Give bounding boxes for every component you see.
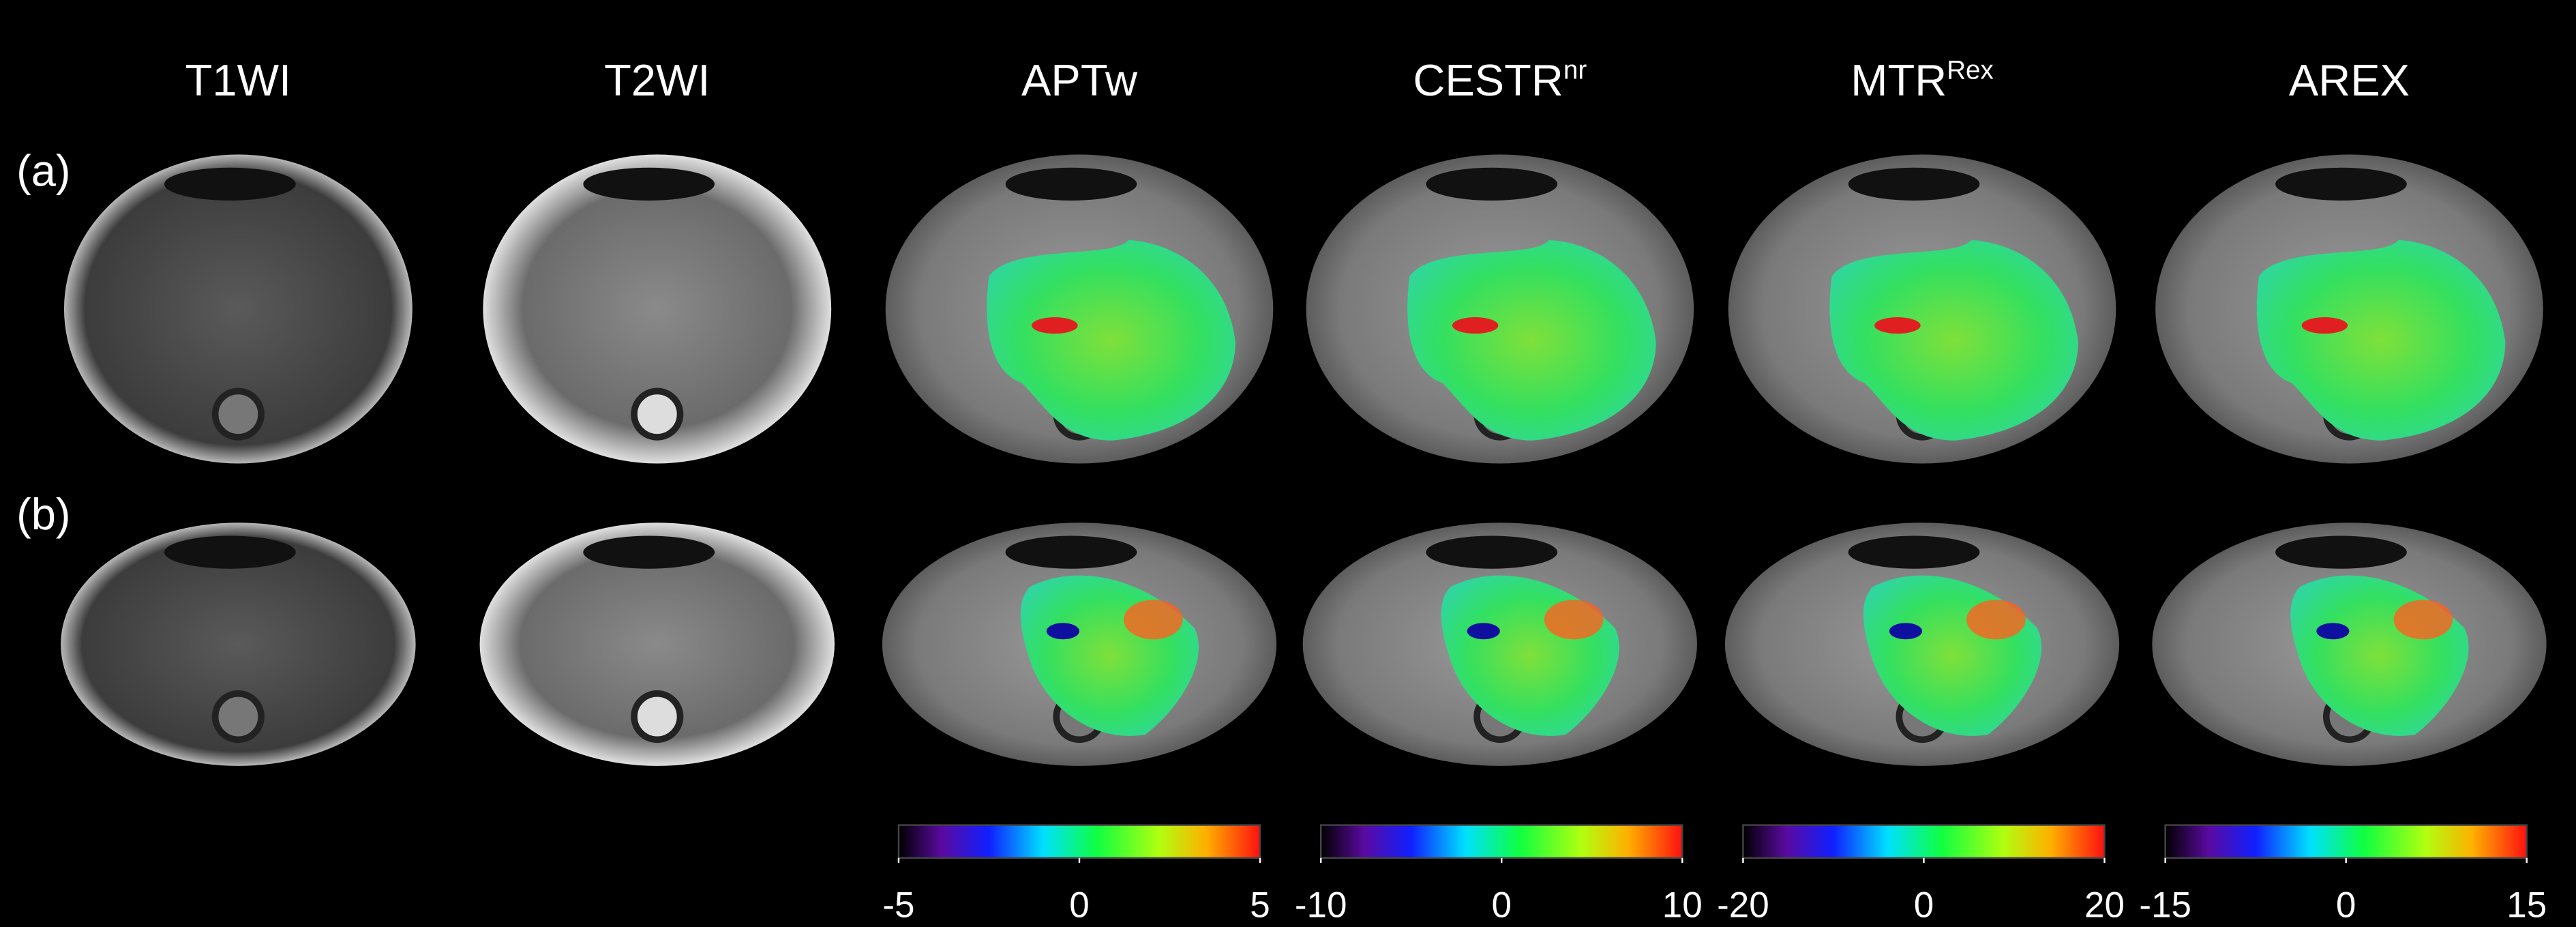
body-outline (479, 523, 835, 766)
air-pocket (1005, 535, 1137, 569)
air-pocket (164, 167, 296, 201)
tick-label: 15 (2506, 885, 2547, 926)
hot-spot (1544, 600, 1604, 640)
scan (483, 154, 832, 464)
title-text: T1WI (185, 55, 291, 105)
scan (882, 523, 1277, 766)
scan (1306, 154, 1694, 464)
air-pocket (2275, 167, 2407, 201)
tick-label: -20 (1717, 885, 1769, 926)
hot-spot (1966, 600, 2026, 640)
hot-spot (1032, 317, 1078, 334)
column-title: AREX (2289, 55, 2410, 105)
column-headers: T1WI T2WI APTw CESTRnr MTRRex AREX (185, 55, 2410, 105)
tick-label: -15 (2139, 885, 2191, 926)
spine (211, 387, 265, 441)
tick-label: 20 (2084, 885, 2125, 926)
scan (885, 154, 1274, 464)
row-label: (b) (16, 489, 70, 539)
hot-spot (2301, 317, 2348, 334)
title-superscript: Rex (1947, 56, 1994, 85)
column-title: T1WI (185, 55, 291, 105)
scan (2155, 154, 2543, 464)
colorbar (1742, 824, 2106, 859)
tick-label: 10 (1662, 885, 1703, 926)
air-pocket (1426, 167, 1558, 201)
tick-label: 0 (1491, 885, 1511, 926)
colorbars: -5 0 5 -10 0 10 -20 0 20 -15 0 15 (882, 824, 2547, 926)
tick-label: 0 (1069, 885, 1089, 926)
title-text: MTR (1851, 55, 1947, 105)
title-text: AREX (2289, 55, 2410, 105)
cest-overlay (2256, 239, 2506, 441)
cest-overlay (1407, 239, 1656, 441)
tick-label: 0 (1914, 885, 1934, 926)
hot-spot (1467, 623, 1500, 640)
scan (63, 154, 413, 464)
air-pocket (1848, 535, 1980, 569)
hot-spot (1889, 623, 1923, 640)
column-title: CESTRnr (1413, 55, 1587, 105)
title-text: APTw (1021, 55, 1138, 105)
air-pocket (164, 535, 296, 569)
cest-overlay (1829, 239, 2078, 441)
scan (2152, 523, 2547, 766)
colorbar (1319, 824, 1683, 859)
scan (1302, 523, 1697, 766)
cest-overlay (987, 239, 1235, 441)
tick-label: -10 (1295, 885, 1347, 926)
scan (61, 523, 416, 766)
spine (631, 387, 684, 441)
air-pocket (583, 535, 715, 569)
hot-spot (1452, 317, 1499, 334)
hot-spot (1124, 600, 1183, 640)
body-outline (63, 154, 413, 464)
air-pocket (1848, 167, 1980, 201)
row-label: (a) (16, 145, 70, 195)
scan-images (61, 154, 2547, 766)
air-pocket (583, 167, 715, 201)
tick-label: 5 (1250, 885, 1270, 926)
column-title: APTw (1021, 55, 1138, 105)
hot-spot (1874, 317, 1921, 334)
air-pocket (1426, 535, 1558, 569)
tick-label: 0 (2336, 885, 2356, 926)
colorbar (897, 824, 1261, 859)
scan (1728, 154, 2116, 464)
hot-spot (2316, 623, 2350, 640)
scan (1724, 523, 2120, 766)
colorbar (2164, 824, 2528, 859)
spine (211, 690, 265, 744)
column-title: MTRRex (1851, 55, 1993, 105)
hot-spot (2393, 600, 2453, 640)
air-pocket (1005, 167, 1137, 201)
body-outline (61, 523, 416, 766)
title-superscript: nr (1563, 56, 1587, 85)
column-title: T2WI (604, 55, 710, 105)
air-pocket (2275, 535, 2407, 569)
hot-spot (1046, 623, 1080, 640)
title-text: CESTR (1413, 55, 1563, 105)
spine (631, 690, 684, 744)
title-text: T2WI (604, 55, 710, 105)
scan (479, 523, 835, 766)
body-outline (483, 154, 832, 464)
tick-label: -5 (882, 885, 914, 926)
